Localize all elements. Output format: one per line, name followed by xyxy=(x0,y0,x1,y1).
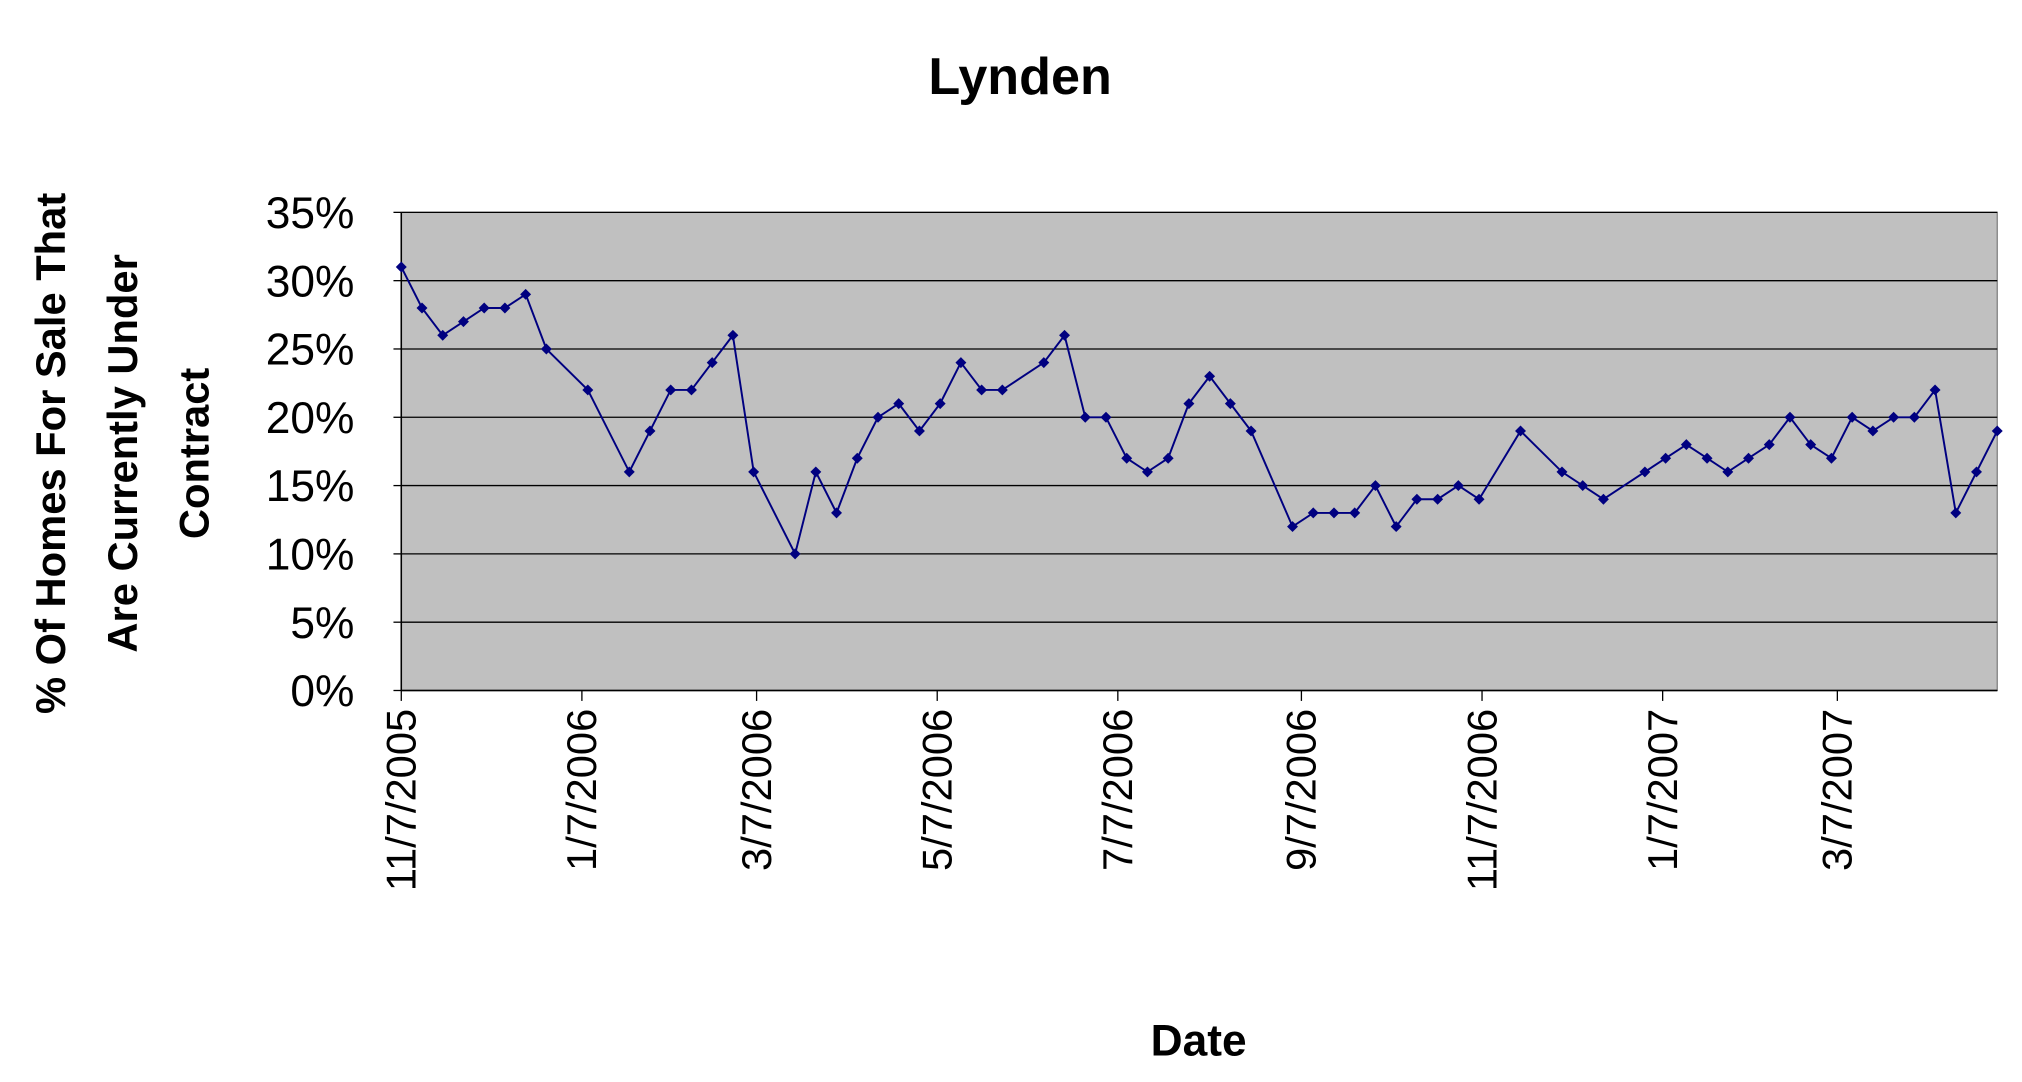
x-tick-label: 3/7/2006 xyxy=(733,709,780,871)
data-point xyxy=(1805,439,1817,451)
data-point xyxy=(913,425,925,437)
series-line xyxy=(400,266,1999,557)
data-point xyxy=(1950,507,1962,519)
y-axis-label: % Of Homes For Sale That Are Currently Un… xyxy=(27,193,217,714)
data-point xyxy=(1991,425,2003,437)
data-point xyxy=(1059,329,1071,341)
data-point xyxy=(1245,425,1257,437)
plot-area xyxy=(400,211,1998,692)
data-point xyxy=(1100,411,1112,423)
data-point xyxy=(934,398,946,410)
y-tick-label: 25% xyxy=(266,326,355,375)
data-point xyxy=(789,548,801,560)
data-point xyxy=(831,507,843,519)
data-point xyxy=(893,398,905,410)
x-tick-label: 1/7/2007 xyxy=(1639,709,1686,871)
data-point xyxy=(457,316,469,328)
data-point xyxy=(1660,452,1672,464)
x-tick-label: 11/7/2006 xyxy=(1458,709,1505,891)
data-point xyxy=(1121,452,1133,464)
data-point xyxy=(955,357,967,369)
x-axis-label: Date xyxy=(1151,1016,1247,1065)
data-point xyxy=(1846,411,1858,423)
y-axis-label-line: % Of Homes For Sale That xyxy=(27,193,74,714)
data-point xyxy=(395,261,407,273)
data-point xyxy=(1349,507,1361,519)
data-point xyxy=(1701,452,1713,464)
data-point xyxy=(1929,384,1941,396)
x-tick-label: 3/7/2007 xyxy=(1814,709,1861,871)
x-tick-label: 9/7/2006 xyxy=(1278,709,1325,871)
data-point xyxy=(1183,398,1195,410)
data-point xyxy=(976,384,988,396)
y-tick-label: 20% xyxy=(266,394,355,443)
data-point xyxy=(851,452,863,464)
data-point xyxy=(1784,411,1796,423)
x-tick-label: 11/7/2005 xyxy=(378,709,425,891)
data-point xyxy=(1577,480,1589,492)
data-point xyxy=(1038,357,1050,369)
data-point xyxy=(1287,521,1299,533)
data-point xyxy=(1390,521,1402,533)
y-tick-label: 5% xyxy=(290,599,354,648)
data-point xyxy=(1432,493,1444,505)
data-point xyxy=(1307,507,1319,519)
y-tick-label: 10% xyxy=(266,531,355,580)
data-point xyxy=(540,343,552,355)
x-tick-label: 5/7/2006 xyxy=(914,709,961,871)
data-point xyxy=(748,466,760,478)
data-point xyxy=(644,425,656,437)
data-point xyxy=(1204,370,1216,382)
y-axis-label-line: Contract xyxy=(170,368,217,540)
data-point xyxy=(416,302,428,314)
data-point xyxy=(1515,425,1526,437)
y-tick-label: 35% xyxy=(266,189,355,238)
y-tick-label: 15% xyxy=(266,462,355,511)
data-point xyxy=(1908,411,1920,423)
y-tick-label: 0% xyxy=(290,667,354,716)
data-point xyxy=(1369,480,1381,492)
chart-title: Lynden xyxy=(928,48,1111,106)
data-point xyxy=(1328,507,1340,519)
data-point xyxy=(1473,493,1485,505)
data-point xyxy=(1867,425,1879,437)
x-tick-label: 1/7/2006 xyxy=(558,709,605,871)
data-point xyxy=(1411,493,1423,505)
data-point xyxy=(996,384,1008,396)
y-axis-label-line: Are Currently Under xyxy=(99,254,146,652)
data-point xyxy=(1743,452,1754,464)
x-tick-label: 7/7/2006 xyxy=(1094,709,1141,871)
data-point xyxy=(1597,493,1609,505)
y-tick-label: 30% xyxy=(266,257,355,306)
data-point xyxy=(810,466,822,478)
data-point xyxy=(872,411,884,423)
data-point xyxy=(582,384,594,396)
data-point xyxy=(1825,452,1837,464)
data-point xyxy=(1763,439,1775,451)
data-point xyxy=(665,384,677,396)
data-point xyxy=(1224,398,1236,410)
data-point xyxy=(1888,411,1900,423)
data-point xyxy=(1079,411,1091,423)
data-point xyxy=(727,329,739,341)
data-point xyxy=(706,357,718,369)
data-point xyxy=(1162,452,1174,464)
